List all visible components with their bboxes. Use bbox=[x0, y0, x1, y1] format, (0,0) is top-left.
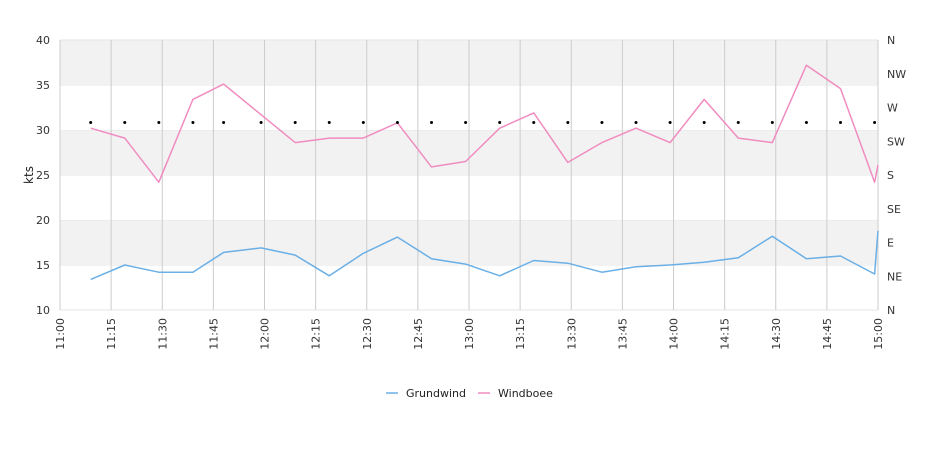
direction-marker bbox=[600, 121, 604, 124]
direction-marker bbox=[259, 121, 263, 124]
x-tick-label: 14:00 bbox=[668, 318, 681, 350]
y-tick-label: 20 bbox=[36, 214, 50, 227]
direction-marker bbox=[634, 121, 638, 124]
y-tick-label: 30 bbox=[36, 124, 50, 137]
y-tick-label: 35 bbox=[36, 79, 50, 92]
legend-label: Grundwind bbox=[406, 387, 466, 400]
y-axis-ticks: 10 15 20 25 30 35 40 bbox=[36, 34, 50, 317]
direction-marker bbox=[839, 121, 843, 124]
x-tick-label: 14:30 bbox=[770, 318, 783, 350]
x-tick-label: 12:30 bbox=[361, 318, 374, 350]
direction-marker bbox=[89, 121, 93, 124]
direction-tick-label: NW bbox=[887, 68, 906, 81]
series-line-grundwind bbox=[90, 230, 879, 281]
x-tick-label: 13:00 bbox=[463, 318, 476, 350]
legend-label: Windboee bbox=[498, 387, 553, 400]
x-axis-ticks: 11:00 11:15 11:30 11:45 12:00 12:15 12:30 12:45… bbox=[54, 318, 885, 350]
direction-marker bbox=[498, 121, 502, 124]
direction-tick-label: W bbox=[887, 102, 898, 115]
x-tick-label: 12:15 bbox=[310, 318, 323, 350]
direction-tick-label: SW bbox=[887, 135, 905, 148]
x-tick-label: 14:45 bbox=[821, 318, 834, 350]
direction-tick-label: S bbox=[887, 169, 894, 182]
direction-marker bbox=[668, 121, 672, 124]
x-tick-label: 13:15 bbox=[514, 318, 527, 350]
direction-tick-label: SE bbox=[887, 203, 901, 216]
direction-tick-label: NE bbox=[887, 270, 902, 283]
legend: Grundwind Windboee bbox=[386, 387, 553, 400]
direction-tick-label: E bbox=[887, 237, 894, 250]
x-tick-label: 13:45 bbox=[616, 318, 629, 350]
x-tick-label: 12:45 bbox=[412, 318, 425, 350]
direction-marker bbox=[191, 121, 195, 124]
y-tick-label: 15 bbox=[36, 259, 50, 272]
x-tick-label: 12:00 bbox=[259, 318, 272, 350]
direction-marker bbox=[804, 121, 808, 124]
direction-markers bbox=[89, 121, 877, 124]
direction-marker bbox=[361, 121, 365, 124]
direction-marker bbox=[532, 121, 536, 124]
direction-tick-label: N bbox=[887, 304, 895, 317]
x-tick-label: 11:45 bbox=[207, 318, 220, 350]
direction-marker bbox=[157, 121, 161, 124]
x-tick-label: 14:15 bbox=[719, 318, 732, 350]
x-tick-label: 13:30 bbox=[565, 318, 578, 350]
x-tick-label: 11:00 bbox=[54, 318, 67, 350]
direction-marker bbox=[327, 121, 331, 124]
y-axis-label: kts bbox=[22, 166, 36, 184]
direction-axis-ticks: N NE E SE S SW W NW N bbox=[887, 34, 906, 317]
direction-marker bbox=[123, 121, 127, 124]
direction-marker bbox=[293, 121, 297, 124]
direction-marker bbox=[873, 121, 877, 124]
series-lines bbox=[90, 64, 879, 281]
direction-marker bbox=[736, 121, 740, 124]
x-tick-label: 11:15 bbox=[105, 318, 118, 350]
direction-marker bbox=[222, 121, 226, 124]
direction-marker bbox=[702, 121, 706, 124]
direction-tick-label: N bbox=[887, 34, 895, 47]
series-line-windboee bbox=[90, 64, 879, 183]
y-tick-label: 10 bbox=[36, 304, 50, 317]
direction-marker bbox=[395, 121, 399, 124]
direction-marker bbox=[430, 121, 434, 124]
y-tick-label: 25 bbox=[36, 169, 50, 182]
x-tick-label: 11:30 bbox=[156, 318, 169, 350]
direction-marker bbox=[464, 121, 468, 124]
x-tick-label: 15:00 bbox=[872, 318, 885, 350]
y-tick-label: 40 bbox=[36, 34, 50, 47]
direction-marker bbox=[566, 121, 570, 124]
direction-marker bbox=[770, 121, 774, 124]
